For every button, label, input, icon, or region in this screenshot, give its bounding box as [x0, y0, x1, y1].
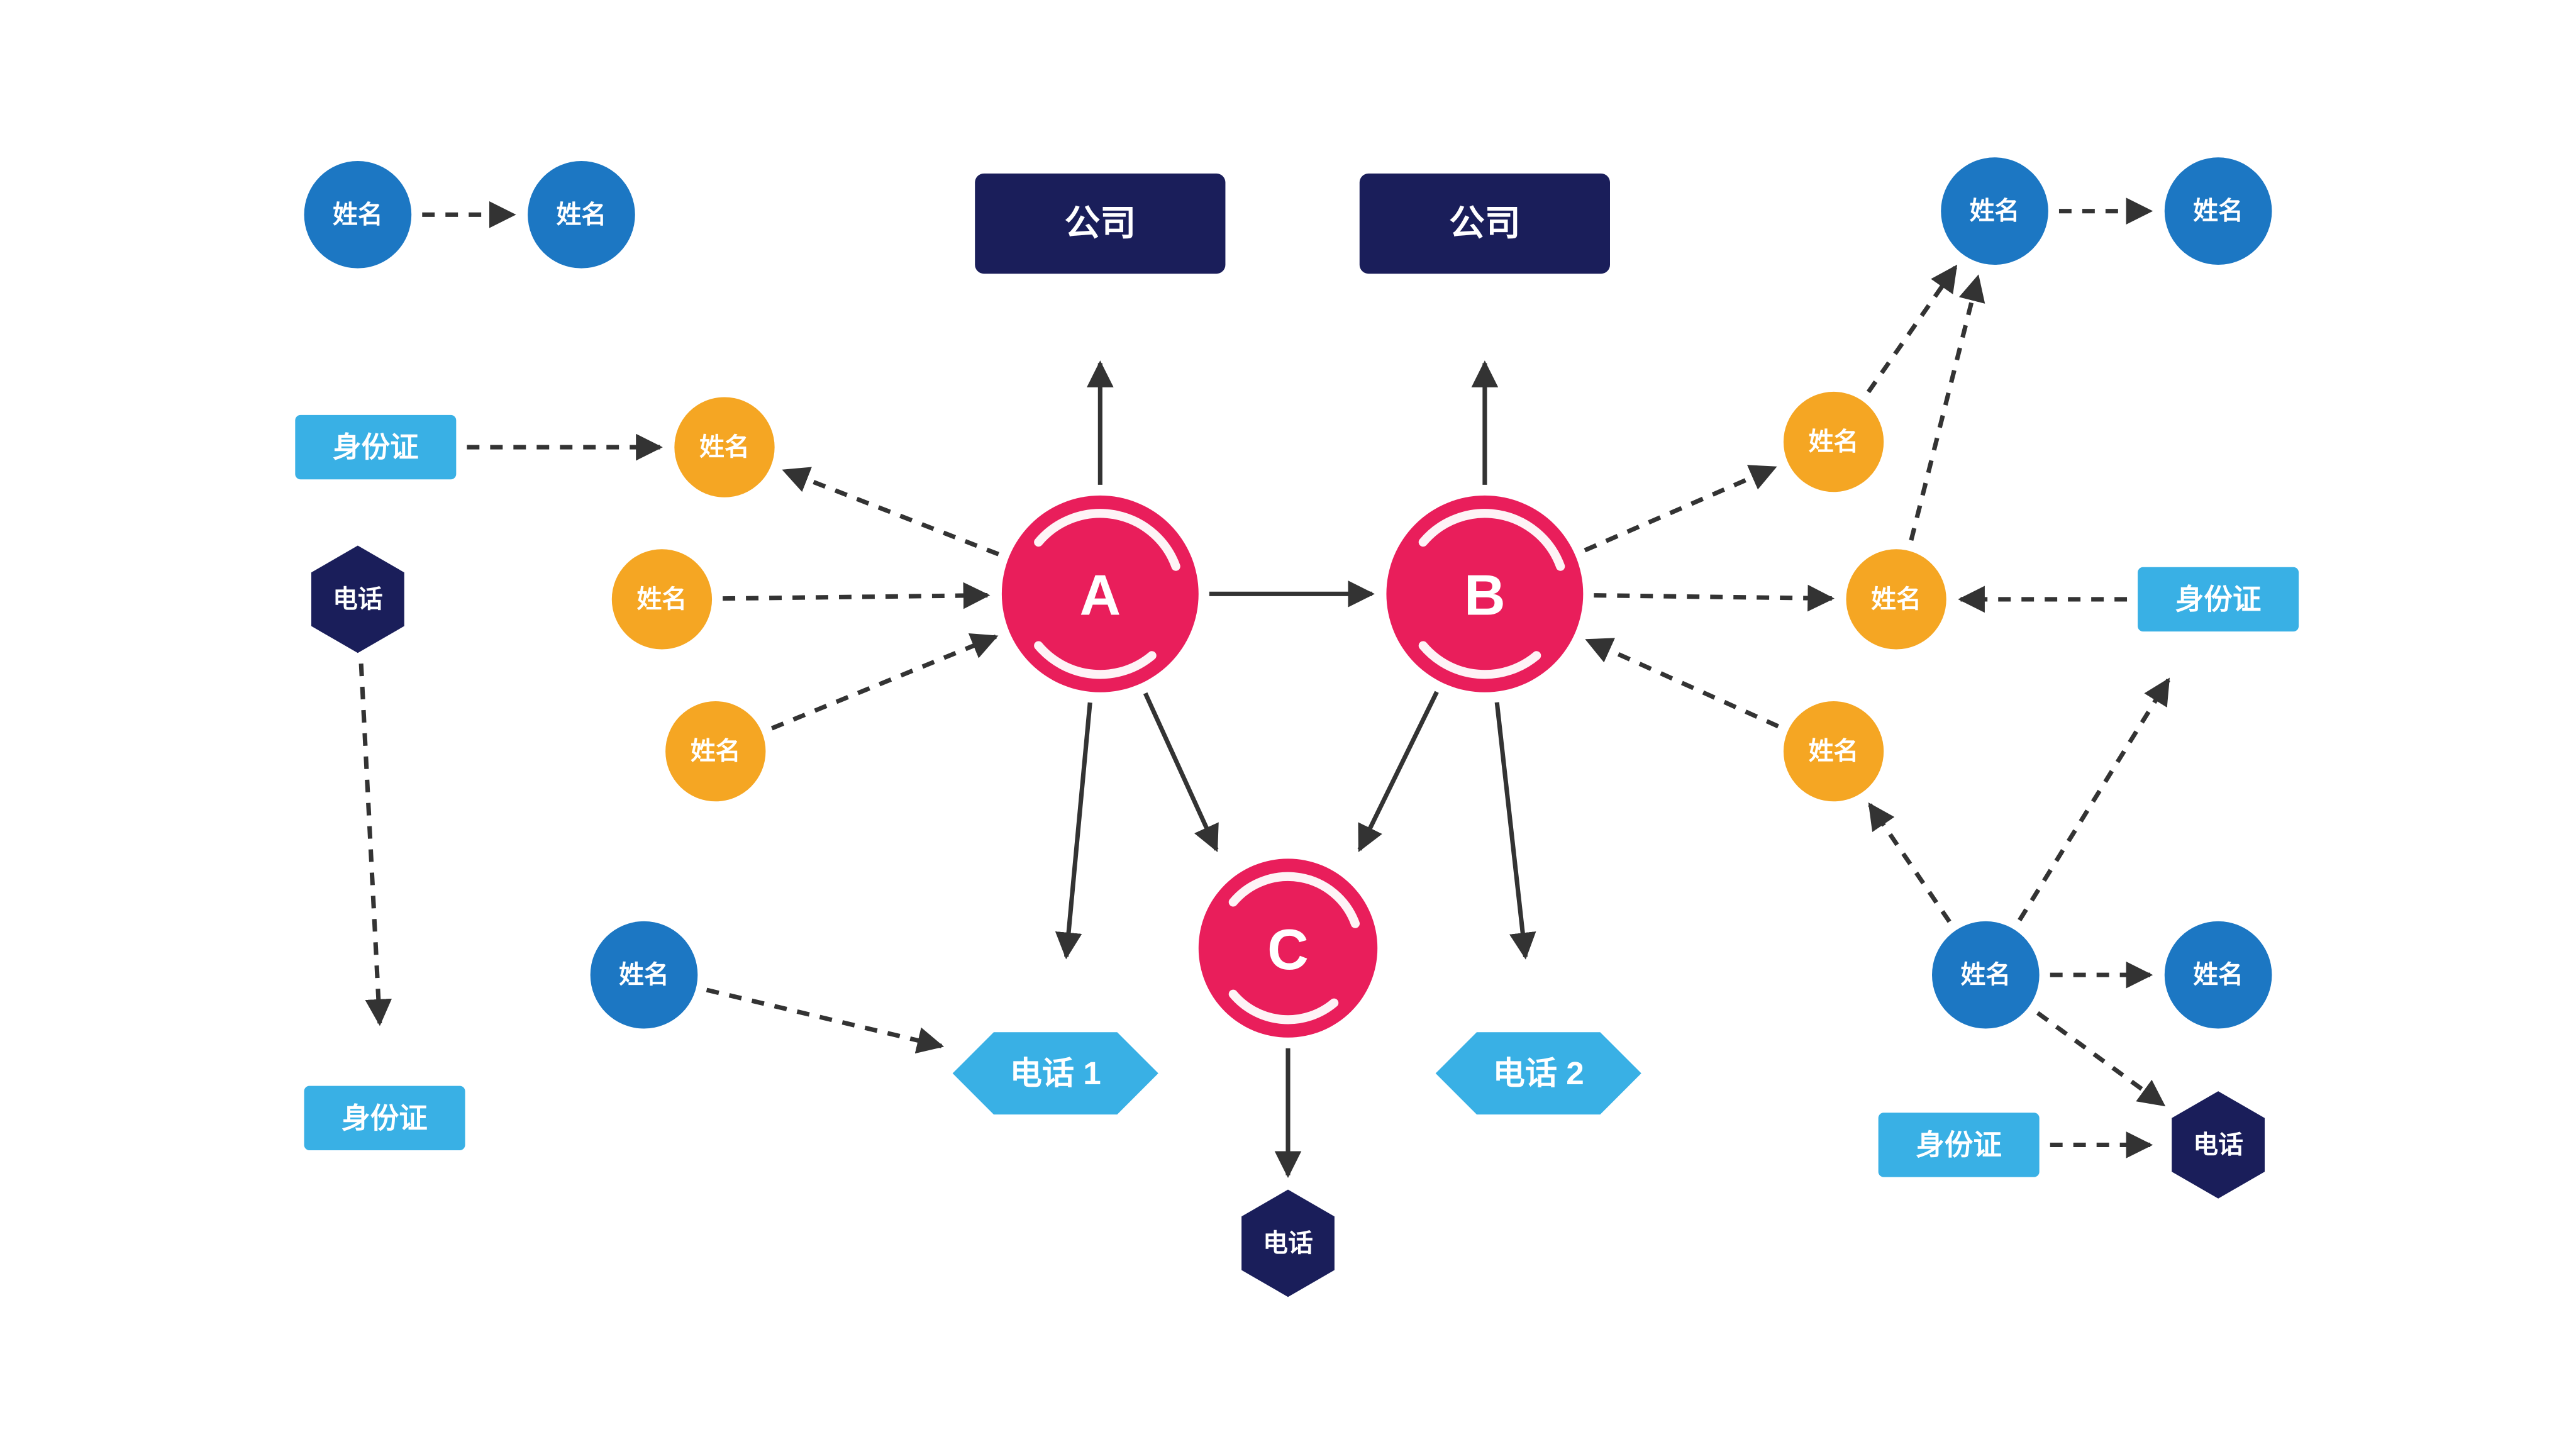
node-label: 姓名	[619, 961, 669, 989]
node-label: 电话 1	[1010, 1055, 1101, 1091]
edge-nameBR-phoneBR	[2038, 1013, 2163, 1105]
hub-label: B	[1464, 564, 1506, 628]
node-label: 姓名	[333, 201, 383, 228]
circle-node-nameTL1: 姓名	[304, 161, 412, 269]
node-label: 身份证	[1916, 1129, 2002, 1161]
hub-node-A: A	[1002, 496, 1199, 692]
hex-node-phoneC: 电话	[1241, 1190, 1335, 1297]
node-label: 公司	[1064, 204, 1136, 243]
lightrect-node-idBL: 身份证	[304, 1086, 465, 1150]
edge-nameBR-idTR	[2019, 680, 2168, 920]
edge-B-phone2	[1497, 702, 1525, 957]
edge-A-phone1	[1067, 702, 1091, 957]
nodes-layer: ABC公司公司电话 1电话 2电话姓名姓名身份证电话身份证姓名姓名姓名姓名姓名姓…	[295, 157, 2299, 1297]
node-label: 姓名	[1809, 738, 1859, 765]
circle-node-nameTL2: 姓名	[528, 161, 635, 269]
node-label: 姓名	[637, 586, 687, 613]
lightrect-node-idTL: 身份证	[295, 415, 456, 479]
node-label: 身份证	[2175, 583, 2262, 615]
edge-oA2-A	[723, 596, 987, 599]
circle-node-nameBR2: 姓名	[2165, 921, 2272, 1029]
node-label: 公司	[1449, 204, 1521, 243]
node-label: 电话 2	[1493, 1055, 1584, 1091]
node-label: 姓名	[699, 433, 750, 461]
rect-node-companyB: 公司	[1360, 174, 1610, 274]
circle-node-oB2: 姓名	[1846, 549, 1946, 649]
network-diagram: ABC公司公司电话 1电话 2电话姓名姓名身份证电话身份证姓名姓名姓名姓名姓名姓…	[0, 0, 2576, 1449]
lightrect-node-idTR: 身份证	[2138, 567, 2299, 631]
node-label: 电话	[1263, 1230, 1313, 1257]
edge-A-oA1	[784, 470, 998, 554]
edge-oB2-nameTR1	[1911, 277, 1978, 540]
edge-nameBR-oB3	[1870, 804, 1950, 921]
edge-B-oB2	[1594, 596, 1831, 599]
node-label: 姓名	[691, 738, 741, 765]
lightrect-node-idBR: 身份证	[1879, 1113, 2040, 1177]
node-label: 电话	[333, 586, 383, 613]
node-label: 姓名	[1970, 197, 2020, 225]
rect-node-companyA: 公司	[975, 174, 1225, 274]
hex-elong-phone2: 电话 2	[1436, 1032, 1641, 1114]
node-label: 身份证	[341, 1102, 428, 1134]
circle-node-oB1: 姓名	[1784, 392, 1884, 492]
edge-oB3-B	[1587, 640, 1778, 726]
hex-elong-phone1: 电话 1	[953, 1032, 1158, 1114]
circle-node-oA1: 姓名	[674, 397, 774, 497]
hex-node-phoneBR: 电话	[2172, 1091, 2265, 1199]
hub-label: A	[1079, 564, 1121, 628]
node-label: 姓名	[2193, 197, 2243, 225]
circle-node-oA3: 姓名	[665, 701, 765, 801]
node-label: 姓名	[1809, 428, 1859, 456]
node-label: 姓名	[1961, 961, 2011, 989]
circle-node-oA2: 姓名	[612, 549, 712, 649]
circle-node-nameBR: 姓名	[1932, 921, 2040, 1029]
edge-phoneTL-idBL	[361, 663, 380, 1023]
node-label: 姓名	[557, 201, 607, 228]
edge-oB1-nameTR1	[1868, 267, 1956, 392]
edge-A-C	[1145, 693, 1216, 850]
circle-node-nameBL: 姓名	[591, 921, 698, 1029]
edge-B-oB1	[1585, 467, 1775, 550]
circle-node-nameTR2: 姓名	[2165, 157, 2272, 265]
node-label: 姓名	[2193, 961, 2243, 989]
edge-B-C	[1360, 692, 1437, 850]
hub-node-C: C	[1199, 858, 1377, 1037]
edge-oA3-A	[772, 636, 996, 728]
node-label: 姓名	[1871, 586, 1921, 613]
circle-node-nameTR1: 姓名	[1941, 157, 2048, 265]
hex-node-phoneTL: 电话	[311, 546, 404, 653]
node-label: 电话	[2193, 1131, 2243, 1158]
edge-nameBL-phone1	[707, 990, 941, 1046]
hub-label: C	[1267, 918, 1309, 982]
node-label: 身份证	[333, 431, 419, 464]
hub-node-B: B	[1386, 496, 1583, 692]
circle-node-oB3: 姓名	[1784, 701, 1884, 801]
